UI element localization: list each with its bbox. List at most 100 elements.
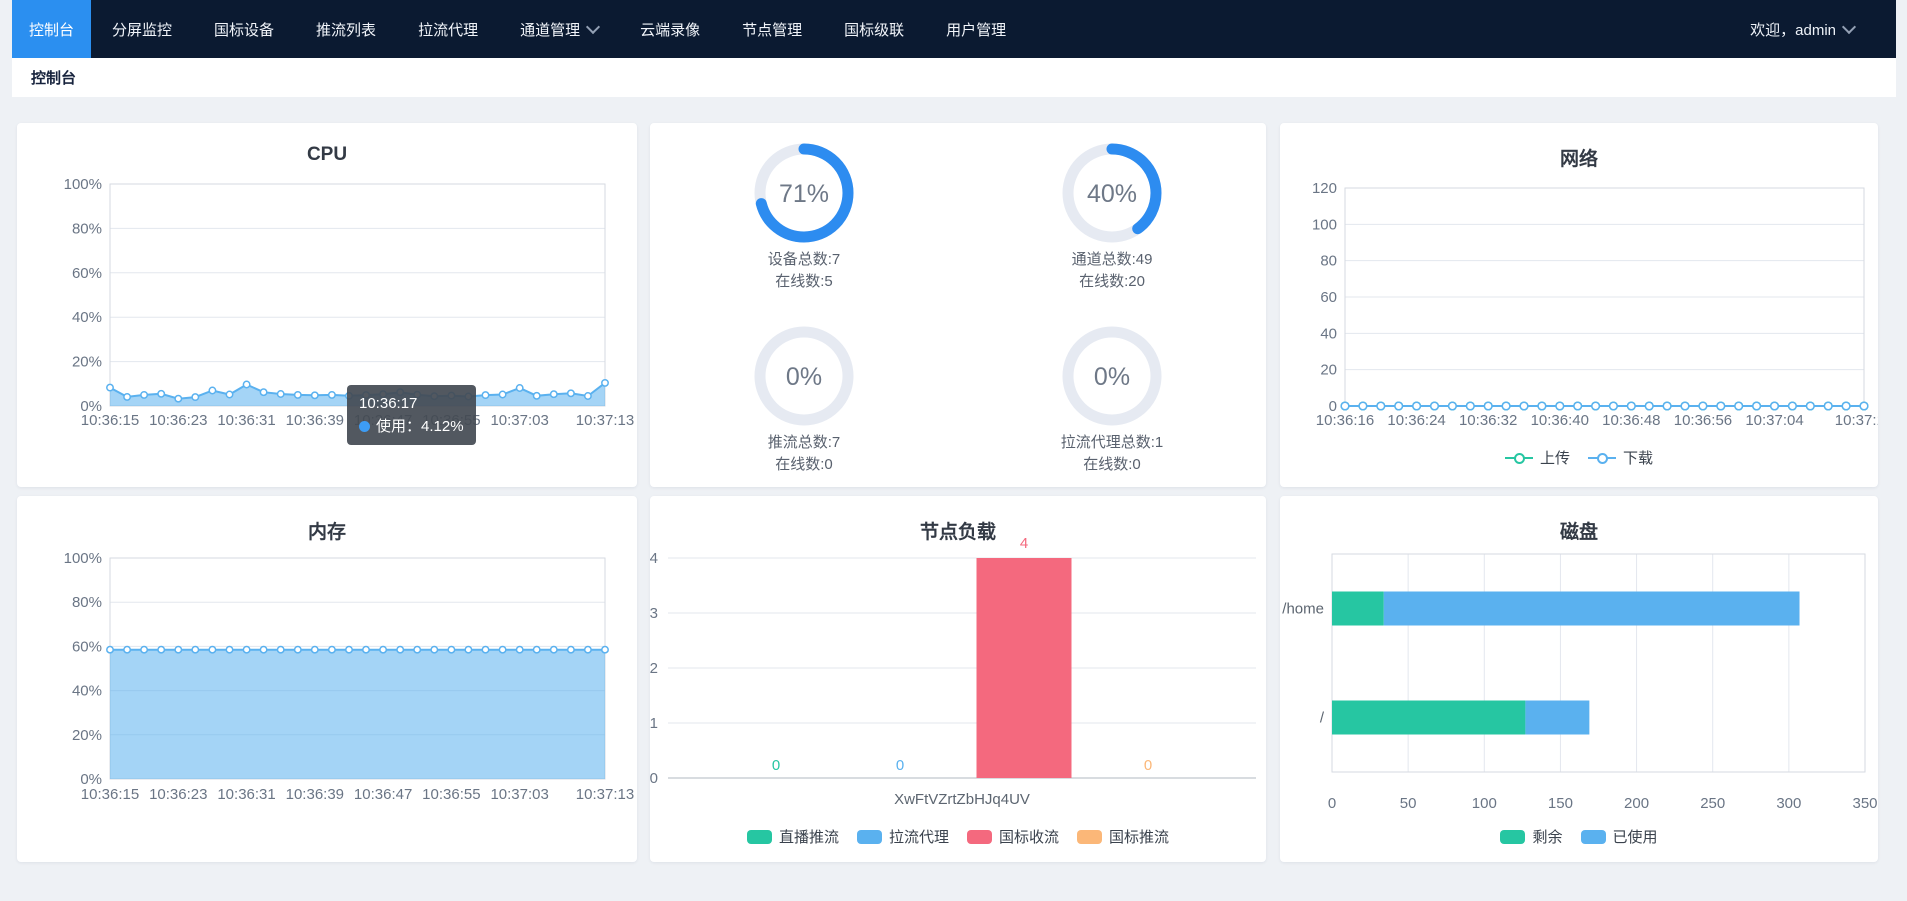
network-chart[interactable]: 0 20 40 60 80 100 120 10:36:16 10:36:24 10:36:32 1… <box>1280 123 1878 487</box>
legend-swatch-icon <box>1500 829 1526 844</box>
svg-text:0%: 0% <box>80 398 102 415</box>
nav-item-label: 分屏监控 <box>112 21 173 39</box>
tooltip-series-label: 使用： <box>376 418 422 435</box>
legend-label: 国标收流 <box>999 829 1060 846</box>
nodeload-series-gb-receive: 4 <box>976 535 1072 778</box>
nav-item-node-management[interactable]: 节点管理 <box>721 0 823 58</box>
card-memory: 内存 0% 20% 40% 60% 80% 100% 10:36:15 10:36:23 10:… <box>17 496 637 862</box>
svg-text:0%: 0% <box>1094 363 1130 391</box>
svg-text:0%: 0% <box>786 363 822 391</box>
tooltip-value: 4.12% <box>421 418 464 435</box>
svg-text:80%: 80% <box>72 220 102 237</box>
nodeload-series-live-push: 0 <box>772 757 780 774</box>
line-marker-icon <box>1504 451 1533 465</box>
legend-label: 国标推流 <box>1109 829 1170 846</box>
nav-item-split-screen-monitor[interactable]: 分屏监控 <box>91 0 193 58</box>
gauge-ring-devices: 71% <box>754 143 854 243</box>
legend-label: 上传 <box>1539 450 1570 467</box>
legend-label: 拉流代理 <box>888 829 949 846</box>
nav-item-pull-stream-proxy[interactable]: 拉流代理 <box>397 0 499 58</box>
gauge-push-streams: 0% 推流总数:7 在线数:0 <box>650 326 958 509</box>
svg-text:1: 1 <box>650 715 658 732</box>
svg-text:120: 120 <box>1312 180 1337 197</box>
svg-text:10:36:56: 10:36:56 <box>1674 412 1732 429</box>
svg-text:XwFtVZrtZbHJq4UV: XwFtVZrtZbHJq4UV <box>894 791 1030 808</box>
nodeload-chart-title: 节点负载 <box>919 522 996 543</box>
svg-text:10:36:55: 10:36:55 <box>422 786 480 803</box>
card-disk: 磁盘 0 50 100 150 200 250 300 350/home / 剩余 已使用 <box>1280 496 1878 862</box>
svg-text:3: 3 <box>650 605 658 622</box>
svg-text:4: 4 <box>1020 535 1028 552</box>
network-chart-title: 网络 <box>1559 149 1598 170</box>
nav-item-label: 通道管理 <box>520 21 581 39</box>
nav-item-cloud-recording[interactable]: 云端录像 <box>619 0 721 58</box>
card-cpu: CPU 0% 20% 40% 60% 80% 100% 10:36:15 10:36:23 10… <box>17 123 637 487</box>
legend-item-pull-proxy[interactable]: 拉流代理 <box>856 826 949 847</box>
svg-text:10:37:04: 10:37:04 <box>1745 412 1803 429</box>
user-greeting: 欢迎，admin <box>1750 21 1836 39</box>
nodeload-chart[interactable]: 0 1 2 3 4 0 0 4 0 XwFtVZrtZbHJq4UV <box>650 496 1266 862</box>
gauge-caption-pull-proxies: 拉流代理总数:1 在线数:0 <box>1060 434 1164 473</box>
svg-text:0: 0 <box>650 770 658 787</box>
nav-item-user-management[interactable]: 用户管理 <box>925 0 1027 58</box>
gauge-devices: 71% 设备总数:7 在线数:5 <box>650 143 958 326</box>
legend-swatch-icon <box>1580 829 1606 844</box>
svg-text:60%: 60% <box>72 638 102 655</box>
tooltip-time: 10:36:17 <box>359 395 418 412</box>
nav-item-channel-management[interactable]: 通道管理 <box>499 0 619 58</box>
legend-item-live-push[interactable]: 直播推流 <box>746 826 839 847</box>
user-menu[interactable]: 欢迎，admin <box>1750 0 1896 58</box>
gauge-channels: 40% 通道总数:49 在线数:20 <box>958 143 1266 326</box>
disk-bar-free <box>1332 700 1526 735</box>
network-legend: 上传 下载 <box>1280 447 1878 468</box>
card-nodeload: 节点负载 0 1 2 3 4 0 0 4 0 XwFtVZrtZbHJq4UV 直播推流 拉流代理 国… <box>650 496 1266 862</box>
nav-item-gb-device[interactable]: 国标设备 <box>193 0 295 58</box>
legend-item-gb-push[interactable]: 国标推流 <box>1077 826 1169 847</box>
svg-text:71%: 71% <box>779 180 829 208</box>
legend-item-download[interactable]: 下载 <box>1588 447 1653 468</box>
legend-swatch-icon <box>1077 829 1103 844</box>
card-network: 网络 0 20 40 60 80 100 120 10:36:16 10:36:24 10:36:… <box>1280 123 1878 487</box>
nav-item-label: 拉流代理 <box>418 21 479 39</box>
svg-text:0: 0 <box>1328 795 1336 812</box>
gauge-pull-proxies: 0% 拉流代理总数:1 在线数:0 <box>958 326 1266 509</box>
svg-text:350: 350 <box>1852 795 1877 812</box>
svg-text:10:37:14: 10:37:14 <box>1835 412 1878 429</box>
nav-item-push-stream-list[interactable]: 推流列表 <box>295 0 397 58</box>
svg-text:0: 0 <box>896 757 904 774</box>
nav-item-gb-cascade[interactable]: 国标级联 <box>823 0 925 58</box>
svg-text:100%: 100% <box>64 550 102 567</box>
legend-item-free[interactable]: 剩余 <box>1500 826 1563 847</box>
legend-item-gb-receive[interactable]: 国标收流 <box>967 826 1059 847</box>
svg-text:10:36:39: 10:36:39 <box>286 412 344 429</box>
svg-text:10:36:31: 10:36:31 <box>217 786 275 803</box>
svg-text:/: / <box>1320 710 1325 727</box>
legend-swatch-icon <box>967 829 992 844</box>
nav-item-console[interactable]: 控制台 <box>12 0 92 58</box>
svg-text:4: 4 <box>650 550 658 567</box>
cpu-chart[interactable]: 0% 20% 40% 60% 80% 100% 10:36:15 10:36:23 10:36:… <box>17 123 637 487</box>
svg-text:80: 80 <box>1320 253 1337 270</box>
gauge-grid: 71% 设备总数:7 在线数:5 40% 通道总数:49 在线数:20 0% 推流总数:7 在线… <box>650 123 1266 487</box>
gauge-ring-pull-proxies: 0% <box>1062 326 1162 426</box>
svg-text:40%: 40% <box>72 683 102 700</box>
svg-text:10:36:15: 10:36:15 <box>81 412 139 429</box>
svg-text:40: 40 <box>1320 325 1337 342</box>
nodeload-legend: 直播推流 拉流代理 国标收流 国标推流 <box>650 826 1266 847</box>
nav-item-label: 云端录像 <box>640 21 701 39</box>
memory-chart[interactable]: 0% 20% 40% 60% 80% 100% 10:36:15 10:36:23 10:36:… <box>17 496 637 862</box>
disk-bar-used <box>1383 591 1800 626</box>
nav-item-label: 国标级联 <box>844 21 905 39</box>
svg-text:250: 250 <box>1700 795 1725 812</box>
disk-chart[interactable]: 0 50 100 150 200 250 300 350/home / <box>1280 496 1878 862</box>
nodeload-series-gb-push: 0 <box>1144 757 1152 774</box>
svg-text:100%: 100% <box>64 176 102 193</box>
legend-label: 下载 <box>1623 450 1654 467</box>
gauge-caption-devices: 设备总数:7 在线数:5 <box>767 251 841 290</box>
legend-item-used[interactable]: 已使用 <box>1580 826 1658 847</box>
svg-text:200: 200 <box>1624 795 1649 812</box>
legend-item-upload[interactable]: 上传 <box>1504 447 1570 468</box>
chart-tooltip: 10:36:17 使用：4.12% <box>347 385 476 445</box>
legend-swatch-icon <box>856 829 882 844</box>
nav-item-label: 节点管理 <box>742 21 803 39</box>
